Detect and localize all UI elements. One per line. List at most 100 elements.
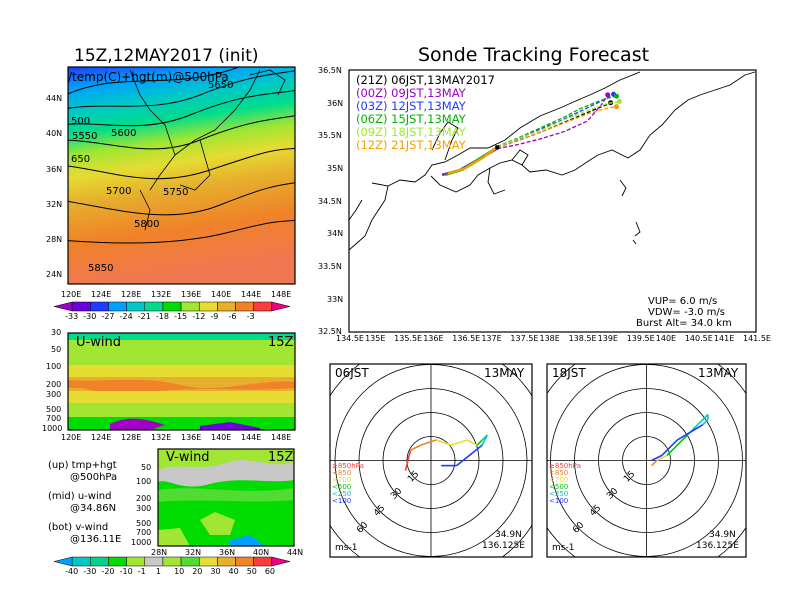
level-legend-item: <100 xyxy=(549,497,569,505)
colorbar-tick: -10 xyxy=(119,567,133,576)
colorbar-swatch xyxy=(271,301,291,312)
level-legend-item: <850 xyxy=(549,469,569,477)
hodograph-segment xyxy=(702,418,709,426)
map-lat-tick: 35N xyxy=(327,164,344,173)
lat-tick: 28N xyxy=(46,235,63,244)
colorbar-tick: -24 xyxy=(119,312,133,321)
colorbar-tick: -30 xyxy=(83,567,97,576)
map-label: /temp(C)+hgt(m)@500hPa xyxy=(68,70,229,84)
v-p-tick: 300 xyxy=(136,504,152,513)
lat-tick: 24N xyxy=(46,270,63,279)
v-wind-time: 15Z xyxy=(268,450,294,465)
map-lon-tick: 137E xyxy=(481,334,502,343)
level-legend-item: <250 xyxy=(549,490,569,498)
level-legend-item: <700 xyxy=(549,476,569,484)
v-lat-tick: 44N xyxy=(287,548,304,557)
hodograph-segment xyxy=(656,454,668,462)
u-p-tick: 200 xyxy=(46,380,62,389)
note-up-b: @500hPa xyxy=(70,472,118,483)
note-bot-b: @136.11E xyxy=(70,534,122,545)
hodograph-units: ms-1 xyxy=(552,543,575,553)
level-legend-item: <500 xyxy=(332,483,352,491)
hodograph-units: ms-1 xyxy=(335,543,358,553)
u-lon-tick: 124E xyxy=(91,433,112,442)
hodograph-segment xyxy=(666,444,678,456)
hodograph-time: 18JST xyxy=(552,366,586,380)
lon-tick: 132E xyxy=(151,290,172,299)
map-lon-tick: 135E xyxy=(365,334,386,343)
map-lat-tick: 34.5N xyxy=(318,197,342,206)
hodograph-segment xyxy=(466,439,478,446)
param-vup: VUP= 6.0 m/s xyxy=(648,296,718,307)
level-legend-item: <850 xyxy=(332,469,352,477)
colorbar-swatch xyxy=(271,556,291,567)
hodograph-frame xyxy=(329,363,533,558)
map-lat-tick: 34N xyxy=(327,229,344,238)
coastline-honshu xyxy=(348,71,756,251)
v-lat-tick: 28N xyxy=(151,548,168,557)
hodograph-segment xyxy=(481,434,489,446)
u-lon-tick: 148E xyxy=(271,433,292,442)
map-lon-tick: 140.5E xyxy=(684,334,713,343)
colorbar-tick: 60 xyxy=(264,567,276,576)
map-lon-tick: 136E xyxy=(423,334,444,343)
contour-label: 5700 xyxy=(106,186,132,197)
u-p-tick: 500 xyxy=(46,405,62,414)
map-lon-tick: 139E xyxy=(597,334,618,343)
u-lon-tick: 132E xyxy=(151,433,172,442)
colorbar-tick: 30 xyxy=(210,567,221,576)
map-lat-tick: 35.5N xyxy=(318,131,342,140)
note-mid-b: @34.86N xyxy=(70,503,117,514)
u-p-tick: 30 xyxy=(51,328,62,337)
hodograph-lon: 136.125E xyxy=(696,541,739,551)
height-contours xyxy=(68,67,295,244)
u-lon-tick: 144E xyxy=(241,433,262,442)
hodograph-segment xyxy=(661,439,678,456)
map-lon-tick: 136.5E xyxy=(452,334,481,343)
hodograph-time: 06JST xyxy=(335,366,369,380)
u-p-tick: 700 xyxy=(46,414,62,423)
level-legend-item: <700 xyxy=(332,476,352,484)
colorbar-tick: 50 xyxy=(246,567,257,576)
v-p-tick: 50 xyxy=(141,463,152,472)
hodograph-06jst: 06JST 13MAY 34.9N 136.125E ms-1 ≥850hPa <850 <7… xyxy=(329,363,533,558)
lat-tick: 40N xyxy=(46,129,63,138)
descent-track xyxy=(497,106,617,149)
v-p-tick: 200 xyxy=(136,494,152,503)
map-lon-tick: 139.5E xyxy=(626,334,655,343)
map-lon-tick: 141.5E xyxy=(743,334,771,343)
contour-label: 500 xyxy=(71,116,91,127)
hodograph-plot xyxy=(329,363,533,558)
colorbar-tick: -18 xyxy=(155,312,169,321)
colorbar-tick: -30 xyxy=(83,312,97,321)
map-lat-tick: 33.5N xyxy=(318,262,342,271)
left-title: 15Z,12MAY2017 (init) xyxy=(74,46,259,66)
v-lat-tick: 40N xyxy=(253,548,270,557)
u-p-tick: 1000 xyxy=(42,424,63,433)
u-lon-tick: 136E xyxy=(181,433,202,442)
map-lon-tick: 140E xyxy=(655,334,677,343)
launch-site-marker xyxy=(495,145,500,150)
param-vdw: VDW= -3.0 m/s xyxy=(648,307,725,318)
v-p-tick: 700 xyxy=(136,528,152,537)
hodograph-segment xyxy=(420,439,437,446)
hodograph-segment xyxy=(697,413,709,426)
hodograph-segment xyxy=(476,439,483,446)
v-p-tick: 100 xyxy=(136,477,152,486)
hodograph-segment xyxy=(404,450,412,471)
v-lat-tick: 32N xyxy=(185,548,202,557)
colorbar-tick: -15 xyxy=(174,312,188,321)
map-lon-tick: 138E xyxy=(539,334,560,343)
hodograph-segment xyxy=(451,439,468,446)
map-lat-tick: 36N xyxy=(327,99,344,108)
lon-tick: 124E xyxy=(91,290,112,299)
hodograph-plot xyxy=(546,363,747,558)
note-up-a: (up) tmp+hgt xyxy=(48,460,117,471)
track-legend-1: (00Z) 09JST,13MAY xyxy=(356,86,466,100)
u-lon-tick: 128E xyxy=(121,433,142,442)
level-legend-item: <100 xyxy=(332,497,352,505)
contour-label: 5800 xyxy=(134,219,160,230)
colorbar-tick: -40 xyxy=(65,567,79,576)
